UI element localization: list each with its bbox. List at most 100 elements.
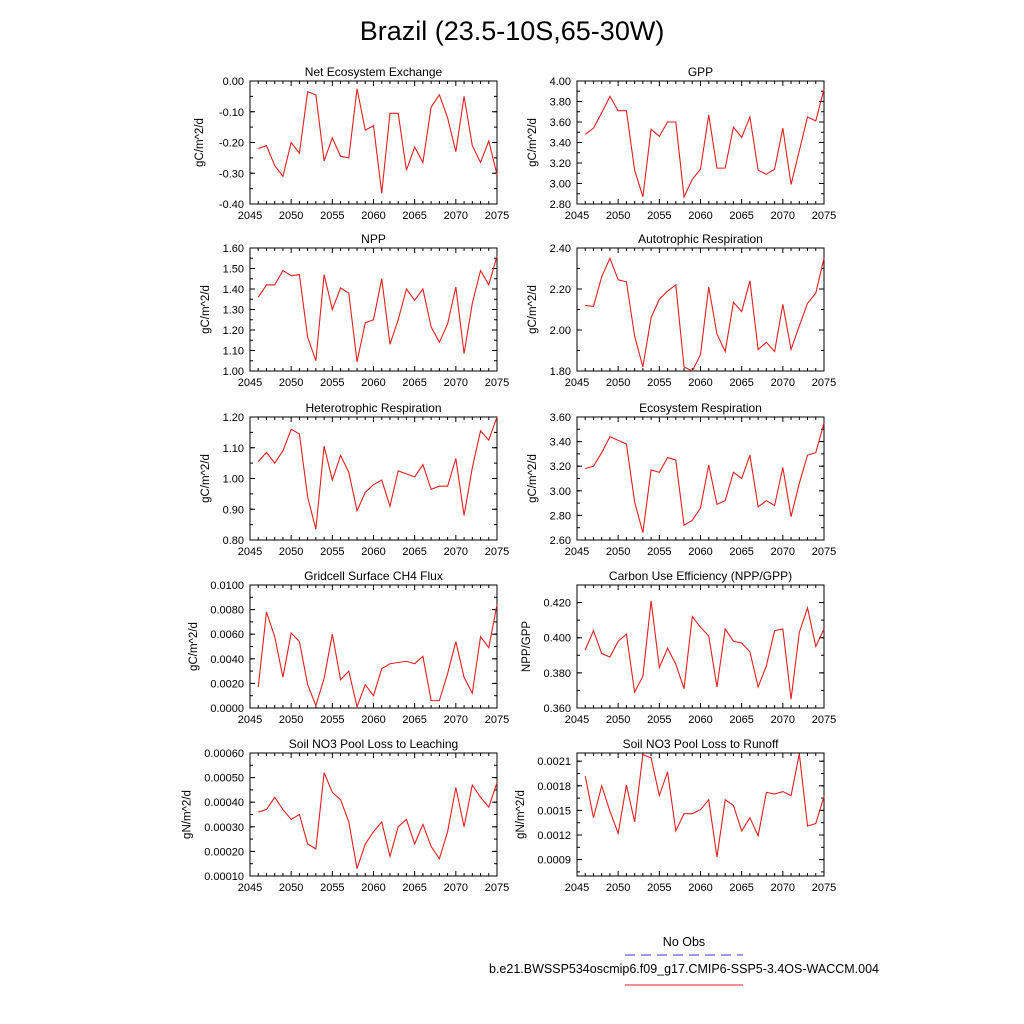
y-tick-label: 0.00020 bbox=[204, 846, 244, 858]
plot-frame bbox=[576, 416, 825, 541]
y-tick-label: -0.40 bbox=[219, 199, 244, 211]
x-tick-label: 2070 bbox=[444, 882, 468, 894]
y-tick-label: 2.40 bbox=[550, 243, 571, 255]
chart-heterotrophic-respiration: Heterotrophic Respiration 2045 2050 2055 206… bbox=[200, 401, 509, 558]
x-tick-label: 2070 bbox=[771, 377, 795, 389]
x-tick-label: 2075 bbox=[485, 377, 509, 389]
x-tick-label: 2070 bbox=[444, 714, 468, 726]
x-tick-label: 2060 bbox=[361, 210, 385, 222]
x-tick-label: 2075 bbox=[812, 882, 836, 894]
y-tick-label: 2.80 bbox=[550, 199, 571, 211]
x-tick-label: 2045 bbox=[238, 546, 262, 558]
x-tick-label: 2045 bbox=[565, 377, 589, 389]
x-tick-label: 2055 bbox=[320, 377, 344, 389]
x-tick-label: 2075 bbox=[812, 210, 836, 222]
series-line bbox=[584, 753, 825, 858]
y-axis-label: gN/m^2/d bbox=[182, 790, 194, 839]
y-tick-label: 0.0100 bbox=[210, 580, 244, 592]
x-tick-label: 2060 bbox=[361, 882, 385, 894]
x-tick-label: 2050 bbox=[279, 210, 303, 222]
x-tick-label: 2075 bbox=[485, 714, 509, 726]
panel-title: Net Ecosystem Exchange bbox=[305, 65, 443, 79]
y-tick-label: 0.0018 bbox=[537, 781, 571, 793]
y-tick-label: 0.00030 bbox=[204, 822, 244, 834]
y-tick-label: 0.420 bbox=[543, 598, 571, 610]
x-tick-label: 2075 bbox=[812, 546, 836, 558]
chart-autotrophic-respiration: Autotrophic Respiration 2045 2050 2055 2060 2… bbox=[527, 232, 836, 389]
x-tick-label: 2065 bbox=[729, 210, 753, 222]
y-tick-label: 4.00 bbox=[550, 76, 571, 88]
x-tick-label: 2070 bbox=[444, 546, 468, 558]
x-tick-label: 2050 bbox=[606, 377, 630, 389]
y-tick-label: 0.0015 bbox=[537, 805, 571, 817]
y-tick-label: 3.40 bbox=[550, 138, 571, 150]
y-tick-label: 0.00010 bbox=[204, 871, 244, 883]
y-tick-label: 0.0012 bbox=[537, 830, 571, 842]
y-tick-label: 2.80 bbox=[550, 510, 571, 522]
y-tick-label: 1.20 bbox=[223, 412, 244, 424]
x-tick-label: 2065 bbox=[729, 546, 753, 558]
y-tick-label: 3.00 bbox=[550, 486, 571, 498]
x-tick-label: 2060 bbox=[688, 882, 712, 894]
y-tick-label: 3.20 bbox=[550, 158, 571, 170]
plot-frame bbox=[249, 247, 498, 372]
x-tick-label: 2060 bbox=[361, 714, 385, 726]
x-tick-label: 2070 bbox=[771, 210, 795, 222]
x-tick-label: 2065 bbox=[402, 882, 426, 894]
x-tick-label: 2065 bbox=[402, 210, 426, 222]
series-line bbox=[584, 89, 825, 199]
y-axis-label: gC/m^2/d bbox=[200, 285, 212, 334]
legend-label-model-run: b.e21.BWSSP534oscmip6.f09_g17.CMIP6-SSP5… bbox=[489, 962, 879, 976]
y-tick-label: 0.00060 bbox=[204, 748, 244, 760]
chart-npp: NPP 2045 2050 2055 2060 2065 2070 2075 1.00 1.10 1… bbox=[200, 232, 509, 389]
y-tick-label: 1.50 bbox=[223, 264, 244, 276]
x-tick-label: 2045 bbox=[238, 210, 262, 222]
series-line bbox=[584, 600, 825, 700]
x-tick-label: 2050 bbox=[279, 714, 303, 726]
chart-soil-no3-pool-loss-to-runoff: Soil NO3 Pool Loss to Runoff 2045 2050 2055… bbox=[515, 737, 836, 894]
y-tick-label: 1.60 bbox=[223, 243, 244, 255]
y-tick-label: 1.80 bbox=[550, 366, 571, 378]
x-tick-label: 2050 bbox=[606, 210, 630, 222]
plot-frame bbox=[576, 752, 825, 877]
y-axis-label: gC/m^2/d bbox=[200, 454, 212, 503]
y-tick-label: 1.40 bbox=[223, 284, 244, 296]
chart-ecosystem-respiration: Ecosystem Respiration 2045 2050 2055 2060 206… bbox=[527, 401, 836, 558]
x-tick-label: 2075 bbox=[485, 882, 509, 894]
y-tick-label: 0.90 bbox=[223, 504, 244, 516]
x-tick-label: 2055 bbox=[320, 546, 344, 558]
y-tick-label: 1.00 bbox=[223, 366, 244, 378]
y-tick-label: 0.0000 bbox=[210, 703, 244, 715]
panel-title: Gridcell Surface CH4 Flux bbox=[304, 569, 443, 583]
y-tick-label: 3.60 bbox=[550, 412, 571, 424]
panel-title: Soil NO3 Pool Loss to Leaching bbox=[289, 737, 458, 751]
x-tick-label: 2045 bbox=[565, 546, 589, 558]
x-tick-label: 2075 bbox=[485, 210, 509, 222]
x-tick-label: 2065 bbox=[729, 714, 753, 726]
x-tick-label: 2060 bbox=[688, 546, 712, 558]
plot-frame bbox=[249, 416, 498, 541]
y-tick-label: 0.380 bbox=[543, 668, 571, 680]
x-tick-label: 2055 bbox=[647, 546, 671, 558]
x-tick-label: 2050 bbox=[279, 377, 303, 389]
plot-frame bbox=[576, 80, 825, 205]
plot-frame bbox=[249, 584, 498, 709]
series-line bbox=[585, 423, 825, 533]
y-axis-label: gC/m^2/d bbox=[527, 285, 539, 334]
chart-carbon-use-efficiency-npp-gpp: Carbon Use Efficiency (NPP/GPP) 2045 2050 2… bbox=[521, 569, 836, 726]
chart-soil-no3-pool-loss-to-leaching: Soil NO3 Pool Loss to Leaching 2045 2050 20… bbox=[182, 737, 510, 894]
y-tick-label: 0.00 bbox=[223, 76, 244, 88]
y-tick-label: 0.80 bbox=[223, 535, 244, 547]
x-tick-label: 2075 bbox=[485, 546, 509, 558]
x-tick-label: 2045 bbox=[238, 377, 262, 389]
y-tick-label: 3.80 bbox=[550, 97, 571, 109]
chart-gridcell-surface-ch4-flux: Gridcell Surface CH4 Flux 2045 2050 2055 206… bbox=[188, 569, 509, 726]
x-tick-label: 2045 bbox=[565, 210, 589, 222]
x-tick-label: 2050 bbox=[279, 546, 303, 558]
y-tick-label: 3.00 bbox=[550, 179, 571, 191]
x-tick-label: 2045 bbox=[565, 882, 589, 894]
x-tick-label: 2055 bbox=[647, 714, 671, 726]
y-tick-label: 0.0060 bbox=[210, 629, 244, 641]
x-tick-label: 2055 bbox=[320, 882, 344, 894]
